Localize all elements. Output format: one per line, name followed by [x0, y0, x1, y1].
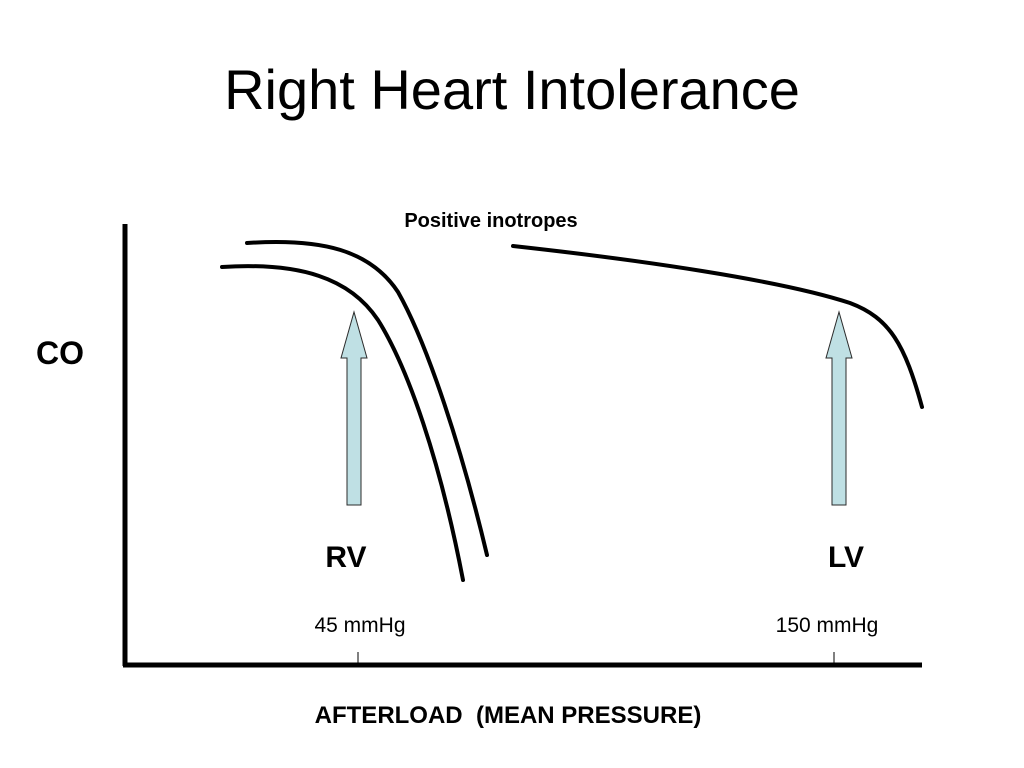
lv-label: LV — [828, 541, 864, 574]
rv-pressure-label: 45 mmHg — [314, 614, 405, 637]
rv-inotrope-curve — [245, 239, 489, 557]
lv-up-arrow — [825, 310, 853, 506]
rv-baseline-curve — [220, 264, 465, 582]
lv-curve — [511, 244, 924, 409]
lv-pressure-label: 150 mmHg — [776, 614, 879, 637]
x-axis-label: AFTERLOAD (MEAN PRESSURE) — [315, 702, 702, 729]
rv-label: RV — [325, 541, 366, 574]
rv-up-arrow — [340, 310, 368, 506]
positive-inotropes-label: Positive inotropes — [404, 210, 577, 232]
y-axis-label: CO — [36, 335, 84, 371]
slide-title: Right Heart Intolerance — [224, 58, 800, 121]
